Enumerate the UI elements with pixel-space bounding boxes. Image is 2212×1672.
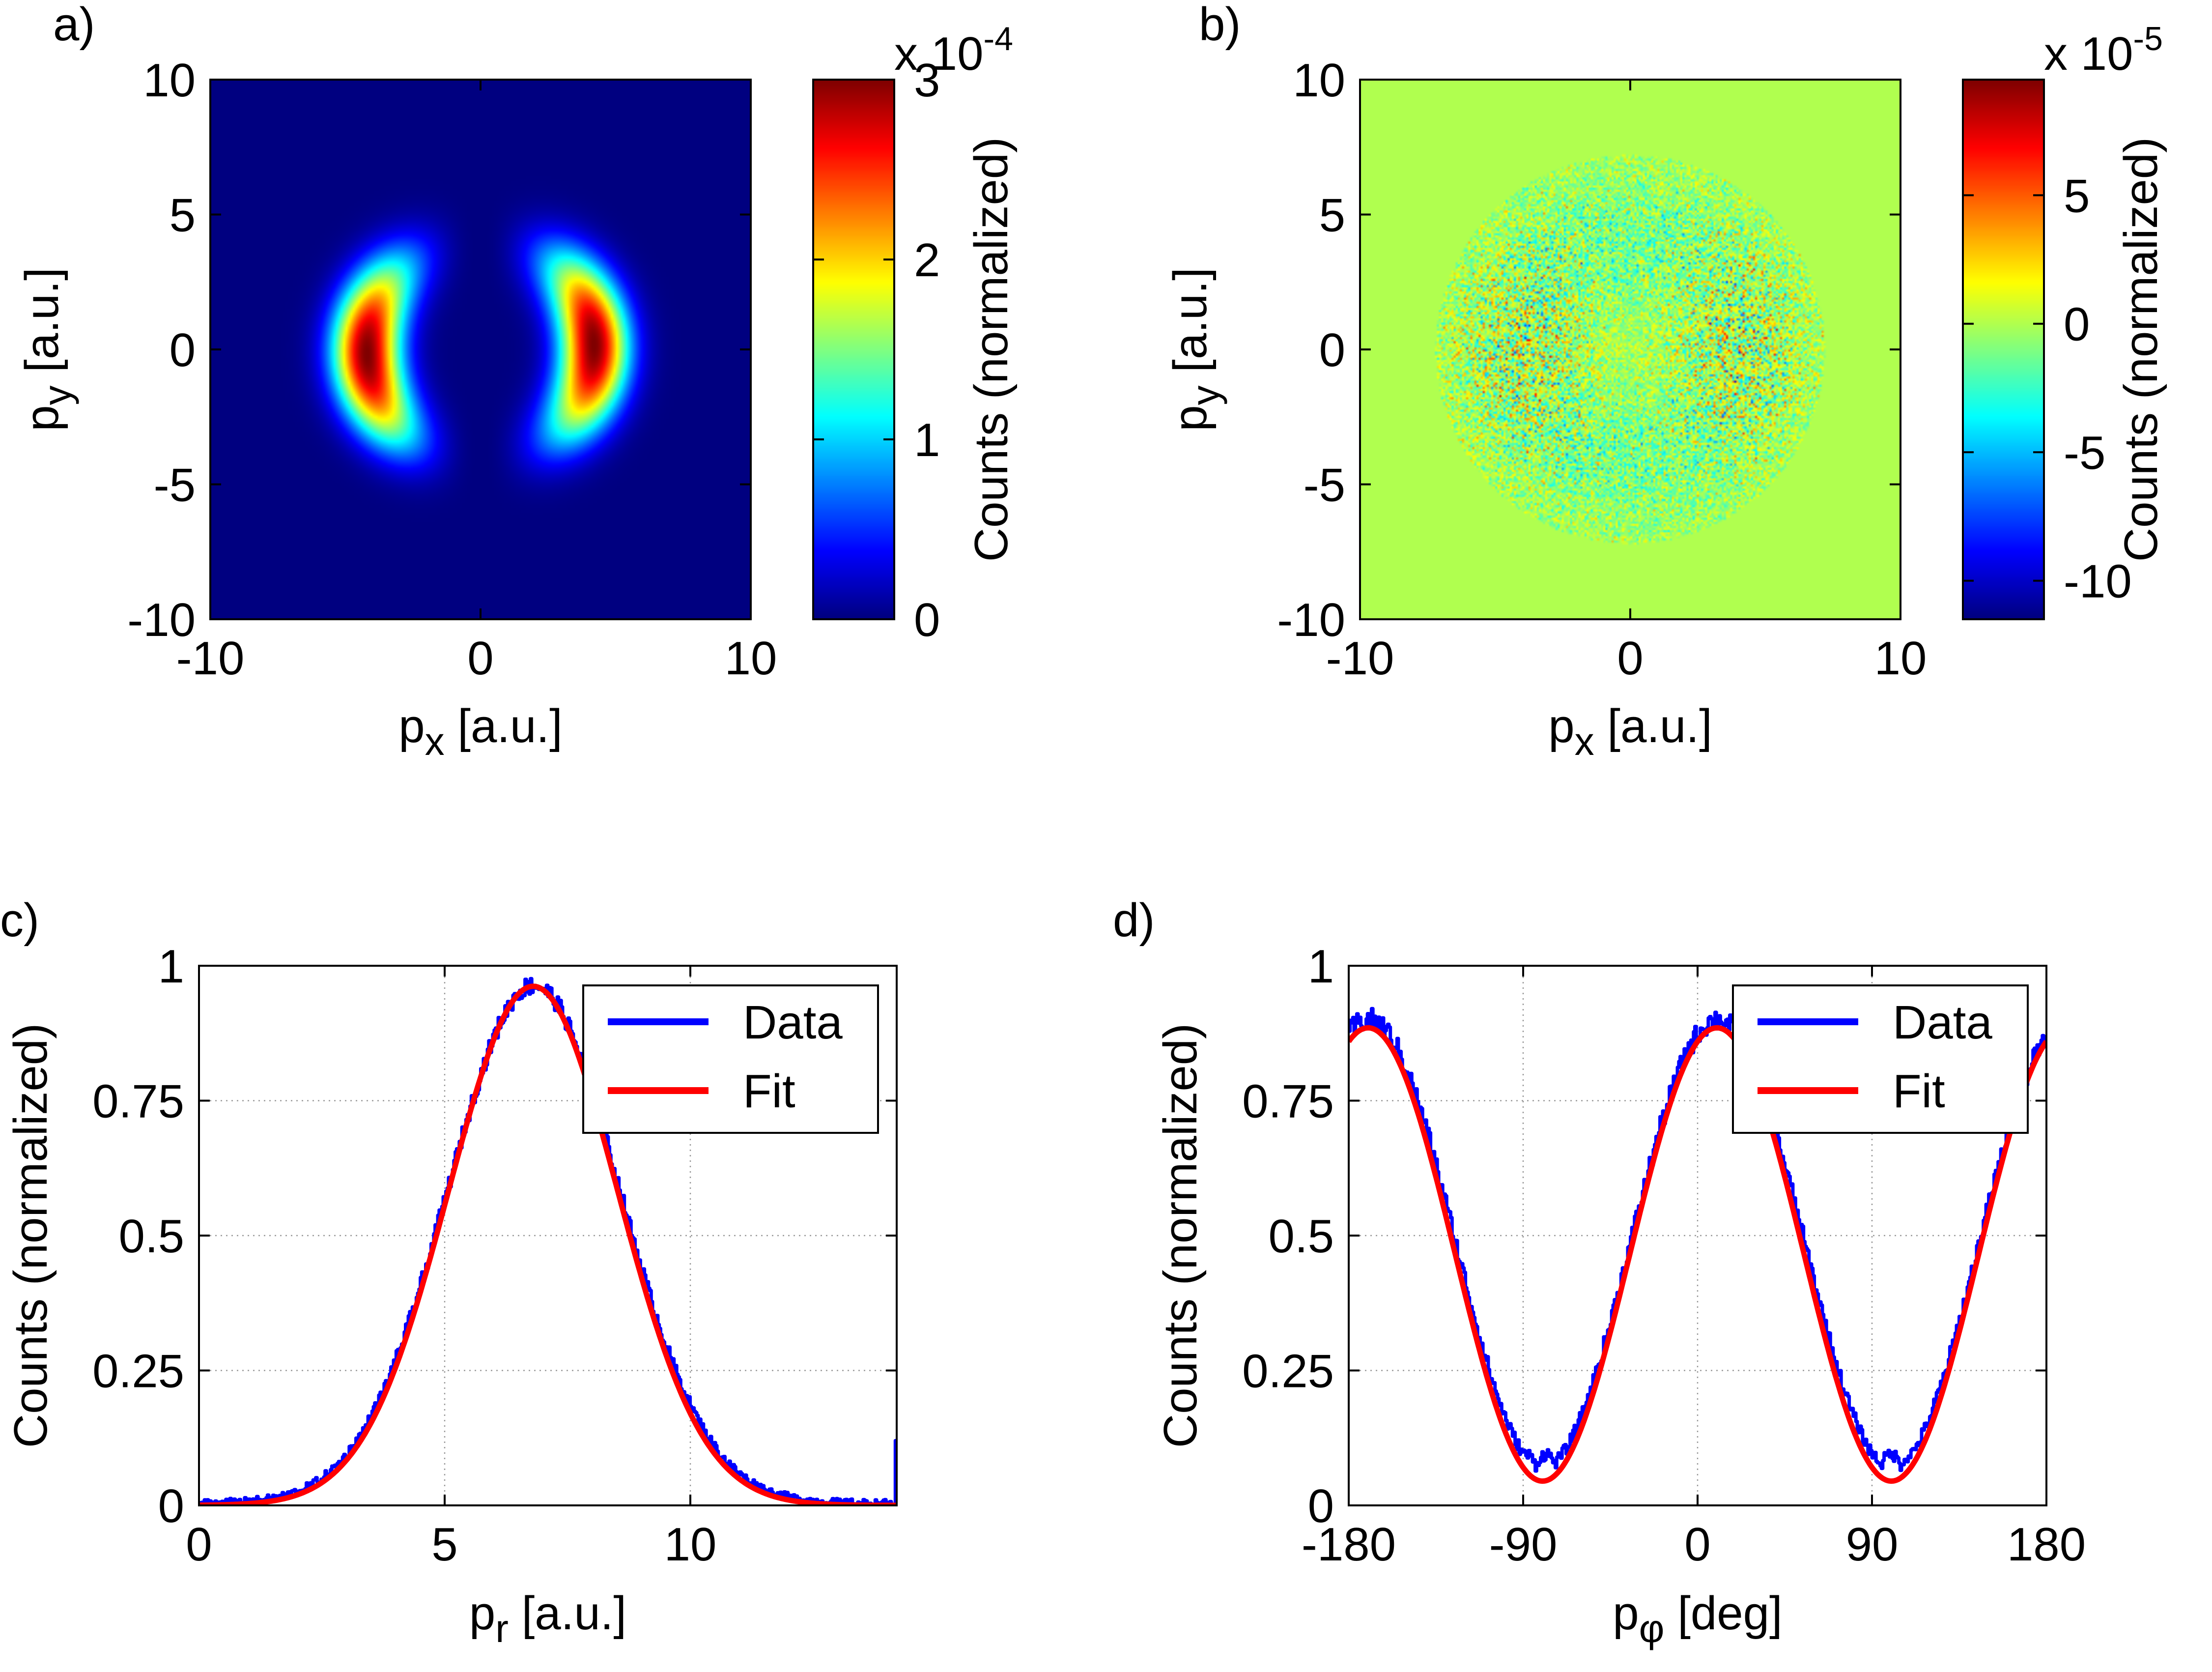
x-axis-label: pφ [deg]: [1613, 1587, 1782, 1650]
y-tick-label: 0: [158, 1480, 184, 1532]
legend-box: [1732, 984, 2029, 1134]
y-tick-label: 0.25: [92, 1345, 184, 1398]
legend: Data Fit: [582, 984, 879, 1134]
colorbar-tick-label: 5: [2064, 170, 2090, 222]
colorbar-tick-label: 3: [914, 54, 940, 107]
panel-label: d): [1113, 894, 1155, 947]
y-tick-label: 5: [1319, 189, 1345, 242]
colorbar-multiplier: x 10-4: [894, 20, 1013, 80]
x-tick-label: -180: [1302, 1518, 1396, 1571]
x-tick-label: 0: [186, 1518, 212, 1571]
x-tick-label: -10: [176, 632, 245, 685]
x-axis-label: px [a.u.]: [1548, 700, 1712, 763]
y-tick-label: 10: [143, 54, 196, 107]
legend-label-data: Data: [1893, 996, 1992, 1049]
colorbar-frame: [1962, 79, 2045, 620]
colorbar-tick-label: 1: [914, 414, 940, 466]
y-tick-label: -5: [154, 459, 196, 512]
x-tick-label: 0: [1617, 632, 1643, 685]
colorbar-gradient: [1963, 80, 2044, 619]
colorbar-multiplier: x 10-5: [2044, 20, 2163, 80]
legend-label-fit: Fit: [1893, 1065, 1945, 1118]
legend-label-data: Data: [743, 996, 843, 1049]
x-tick-label: 0: [1684, 1518, 1710, 1571]
y-tick-label: -5: [1304, 459, 1345, 512]
x-tick-label: 90: [1846, 1518, 1899, 1571]
y-tick-label: 0.25: [1242, 1345, 1334, 1398]
colorbar-tick-label: -5: [2064, 427, 2105, 479]
y-tick-label: 0: [1308, 1480, 1334, 1532]
x-axis-label: px [a.u.]: [398, 700, 563, 763]
y-tick-label: 1: [1308, 940, 1334, 993]
heatmap-image: [210, 80, 751, 619]
y-axis-label: Counts (normalized): [4, 1023, 57, 1448]
y-tick-label: 0.5: [119, 1210, 184, 1263]
y-tick-label: -10: [127, 594, 196, 646]
y-axis-label: py [a.u.]: [16, 267, 79, 432]
x-axis-label: pr [a.u.]: [469, 1587, 626, 1650]
colorbar: -10 -5 0 5 x 10-5 Counts (normalized): [1962, 20, 2167, 620]
colorbar-tick-label: -10: [2064, 555, 2132, 608]
colorbar-frame: [812, 79, 895, 620]
y-tick-label: 0: [1319, 324, 1345, 376]
y-tick-label: 0.75: [92, 1075, 184, 1128]
legend-label-fit: Fit: [743, 1065, 795, 1118]
panel-label: a): [53, 0, 95, 51]
x-tick-label: 180: [2007, 1518, 2086, 1571]
y-axis-label: py [a.u.]: [1164, 267, 1227, 432]
series-fit: [199, 983, 897, 1505]
x-tick-label: -10: [1326, 632, 1394, 685]
panel-a: -10 0 10 -10 -5 0 5 10 px [a.u.] py [a.u.] a) 0 1 2 3x…: [16, 0, 1018, 763]
panel-d: -180 -90 0 90 180 0 0.25 0.5 0.75 1 Data Fit pφ [deg…: [1113, 894, 2086, 1650]
colorbar-tick-label: 0: [914, 594, 940, 646]
series-fit: [1349, 1025, 2046, 1484]
y-tick-label: 10: [1293, 54, 1345, 107]
x-tick-label: -90: [1489, 1518, 1558, 1571]
x-tick-label: 10: [664, 1518, 717, 1571]
y-tick-label: -10: [1277, 594, 1345, 646]
colorbar-tick-label: 0: [2064, 298, 2090, 351]
x-tick-label: 5: [431, 1518, 457, 1571]
y-axis-label: Counts (normalized): [1154, 1023, 1207, 1448]
colorbar: 0 1 2 3x 10-4 Counts (normalized): [812, 20, 1018, 646]
panel-label: c): [0, 894, 39, 947]
x-tick-label: 10: [1874, 632, 1927, 685]
colorbar-tick-label: 2: [914, 234, 940, 287]
panel-label: b): [1199, 0, 1241, 51]
panel-c: 0 5 10 0 0.25 0.5 0.75 1 Data Fit pr [a.u.] Counts …: [0, 894, 898, 1650]
x-tick-label: 10: [725, 632, 777, 685]
y-tick-label: 0.5: [1269, 1210, 1334, 1263]
y-tick-label: 1: [158, 940, 184, 993]
colorbar-label: Counts (normalized): [965, 137, 1018, 562]
panel-b: -10 0 10 -10 -5 0 5 10 px [a.u.] py [a.u.] b) -10 -5…: [1164, 0, 2167, 763]
heatmap-image: [1360, 80, 1900, 619]
legend: Data Fit: [1732, 984, 2029, 1134]
grid: [1349, 966, 2046, 1505]
colorbar-gradient: [813, 80, 894, 619]
x-tick-label: 0: [467, 632, 493, 685]
legend-box: [582, 984, 879, 1134]
colorbar-label: Counts (normalized): [2115, 137, 2167, 562]
y-tick-label: 5: [170, 189, 196, 242]
y-tick-label: 0: [170, 324, 196, 376]
y-tick-label: 0.75: [1242, 1075, 1334, 1128]
